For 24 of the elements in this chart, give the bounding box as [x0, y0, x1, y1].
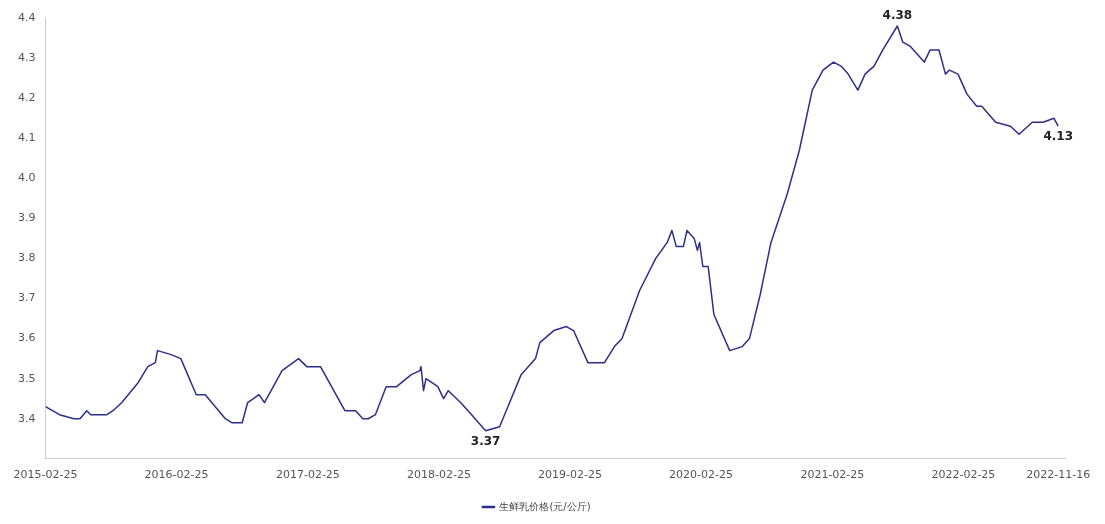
legend-label: 生鲜乳价格(元/公斤) — [499, 500, 591, 512]
y-tick-label: 3.9 — [17, 211, 36, 225]
x-tick-label: 2016-02-25 — [144, 468, 209, 482]
x-tick-label: 2018-02-25 — [406, 468, 471, 482]
y-tick-label: 3.8 — [17, 251, 36, 265]
y-tick-label: 3.5 — [17, 371, 36, 385]
annotation: 4.13 — [1043, 129, 1073, 144]
y-tick-label: 3.7 — [17, 291, 36, 305]
y-tick-label: 3.6 — [17, 331, 36, 345]
x-tick-label: 2017-02-25 — [275, 468, 340, 482]
y-tick-label: 4.0 — [17, 171, 36, 185]
x-tick-label: 2022-02-25 — [931, 468, 996, 482]
y-tick-label: 4.3 — [17, 50, 36, 64]
x-tick-label: 2019-02-25 — [538, 468, 602, 482]
annotation: 3.37 — [470, 433, 501, 448]
y-tick-label: 4.4 — [17, 10, 36, 24]
x-tick-label: 2021-02-25 — [800, 468, 865, 482]
y-tick-label: 3.4 — [17, 411, 36, 425]
x-tick-label: 2020-02-25 — [669, 468, 733, 482]
y-tick-label: 4.1 — [17, 131, 36, 145]
y-tick-label: 4.2 — [17, 91, 36, 104]
x-tick-label: 2015-02-25 — [13, 468, 78, 482]
x-tick-label: 2022-11-16 — [1026, 468, 1091, 482]
annotation: 4.38 — [882, 8, 913, 23]
